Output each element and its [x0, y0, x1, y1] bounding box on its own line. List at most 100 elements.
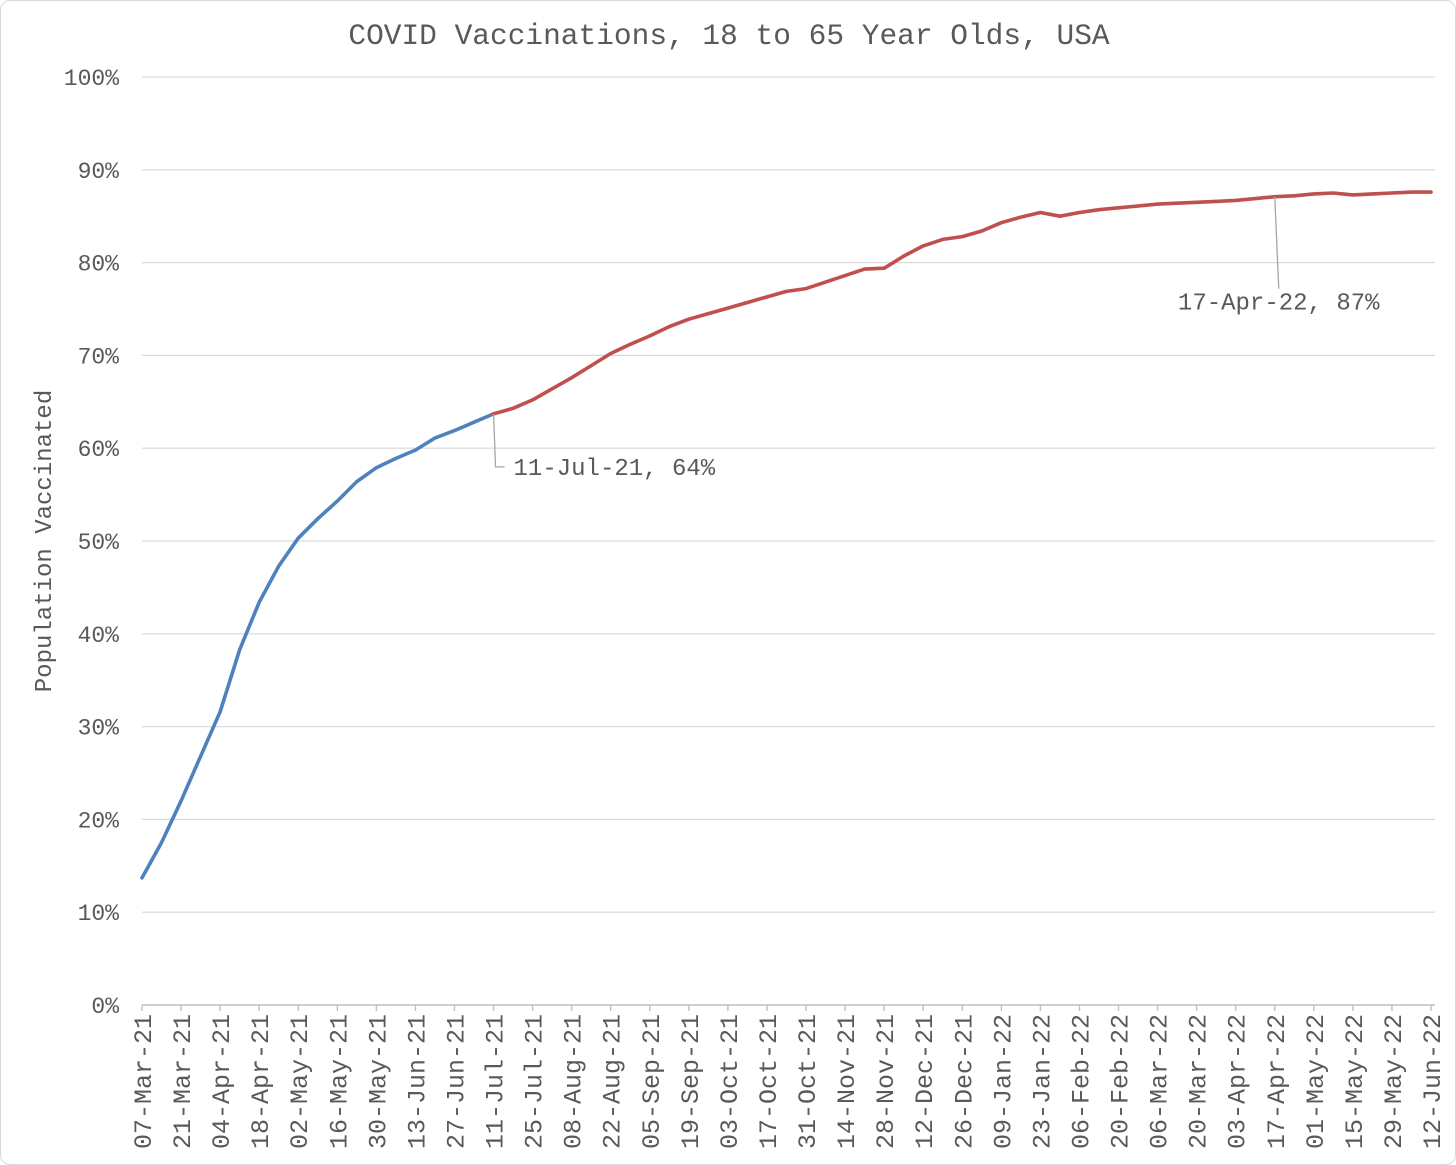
- x-tick-label: 26-Dec-21: [950, 1014, 979, 1149]
- data-point: [843, 274, 847, 278]
- data-point: [1058, 214, 1062, 218]
- series-line: [140, 412, 496, 880]
- annotation-label: 11-Jul-21, 64%: [514, 456, 716, 483]
- x-tick-label: 20-Feb-22: [1107, 1014, 1136, 1149]
- data-point: [687, 317, 691, 321]
- data-point: [1175, 201, 1179, 205]
- x-tick-label: 20-Mar-22: [1185, 1014, 1214, 1149]
- x-tick-label: 31-Oct-21: [794, 1014, 823, 1149]
- data-annotations: 11-Jul-21, 64% 17-Apr-22, 87%: [492, 196, 1380, 483]
- data-point: [531, 398, 535, 402]
- data-point: [921, 244, 925, 248]
- x-tick-label: 23-Jan-22: [1028, 1014, 1057, 1149]
- y-tick-label: 0%: [91, 994, 119, 1020]
- data-point: [159, 841, 164, 845]
- data-point: [1312, 192, 1316, 196]
- data-point: [863, 267, 867, 271]
- data-point: [1390, 191, 1394, 195]
- data-point: [374, 466, 378, 470]
- data-point: [511, 406, 515, 410]
- data-point: [1292, 194, 1296, 198]
- data-point: [609, 351, 613, 356]
- data-point: [882, 266, 886, 270]
- data-point: [1351, 193, 1355, 197]
- annotation: 17-Apr-22, 87%: [1178, 196, 1380, 318]
- annotation: 11-Jul-21, 64%: [492, 413, 716, 483]
- data-point: [1331, 191, 1335, 195]
- series-group: [140, 190, 1433, 880]
- x-tick-label: 17-Apr-22: [1263, 1014, 1292, 1149]
- x-tick-label: 29-May-22: [1380, 1014, 1409, 1149]
- data-point: [902, 254, 906, 258]
- series-2: [491, 190, 1433, 416]
- y-tick-label: 70%: [78, 344, 120, 370]
- y-tick-label: 50%: [78, 530, 120, 556]
- x-tick-label: 13-Jun-21: [403, 1014, 432, 1149]
- data-point: [804, 287, 808, 291]
- data-point: [784, 289, 789, 293]
- x-tick-label: 06-Mar-22: [1146, 1014, 1175, 1149]
- data-point: [179, 799, 183, 803]
- x-tick-label: 19-Sep-21: [677, 1014, 706, 1149]
- x-tick-label: 05-Sep-21: [638, 1014, 667, 1149]
- data-point: [745, 300, 750, 305]
- annotation-leader-line: [492, 413, 505, 468]
- x-tick-label: 09-Jan-22: [989, 1014, 1018, 1149]
- data-point: [941, 237, 945, 241]
- x-tick-label: 04-Apr-21: [208, 1014, 237, 1149]
- data-point: [238, 648, 242, 652]
- x-tick-label: 06-Feb-22: [1067, 1014, 1096, 1149]
- data-point: [1429, 190, 1433, 194]
- data-point: [1370, 192, 1374, 196]
- data-point: [1234, 198, 1238, 202]
- y-tick-label: 20%: [78, 808, 120, 834]
- data-point: [335, 499, 339, 503]
- data-point: [452, 429, 457, 433]
- data-point: [1273, 195, 1277, 199]
- series-1: [140, 412, 496, 880]
- x-tick-label: 07-Mar-21: [130, 1014, 159, 1149]
- data-point: [277, 564, 281, 568]
- x-tick-label: 25-Jul-21: [521, 1014, 550, 1149]
- x-tick-label: 21-Mar-21: [169, 1014, 198, 1149]
- data-point: [1038, 210, 1042, 215]
- x-tick-label: 27-Jun-21: [442, 1014, 471, 1149]
- y-tick-label: 40%: [78, 623, 120, 649]
- x-tick-label: 11-Jul-21: [482, 1014, 511, 1149]
- data-point: [1019, 215, 1023, 219]
- y-axis-label: Population Vaccinated: [32, 390, 59, 692]
- annotation-label: 17-Apr-22, 87%: [1178, 291, 1380, 318]
- data-point: [355, 480, 359, 484]
- data-point: [824, 280, 828, 284]
- data-point: [570, 376, 574, 380]
- data-point: [550, 387, 554, 391]
- y-tick-label: 10%: [78, 901, 120, 927]
- data-point: [1214, 199, 1218, 203]
- data-point: [199, 754, 203, 758]
- data-point: [980, 229, 984, 233]
- x-tick-label: 03-Apr-22: [1224, 1014, 1253, 1149]
- x-tick-label: 14-Nov-21: [833, 1014, 862, 1149]
- y-tick-label: 80%: [78, 252, 120, 278]
- gridlines: [142, 76, 1435, 913]
- data-point: [1116, 206, 1121, 210]
- x-tick-label: 30-May-21: [364, 1014, 393, 1149]
- data-point: [140, 876, 144, 880]
- data-point: [1077, 210, 1082, 215]
- data-point: [960, 235, 964, 239]
- x-tick-label: 18-Apr-21: [247, 1014, 276, 1149]
- data-point: [413, 448, 417, 452]
- y-tick-label: 30%: [78, 716, 120, 742]
- data-point: [628, 342, 632, 346]
- data-point: [667, 325, 671, 329]
- x-tick-label: 01-May-22: [1302, 1014, 1331, 1149]
- x-tick-label: 15-May-22: [1341, 1014, 1370, 1149]
- data-point: [765, 295, 769, 299]
- x-tick-label: 03-Oct-21: [716, 1014, 745, 1149]
- y-tick-label: 60%: [78, 437, 120, 463]
- x-tick-label: 22-Aug-21: [599, 1014, 628, 1149]
- x-tick-labels: 07-Mar-21 21-Mar-21 04-Apr-21 18-Apr-21 02-M…: [130, 1014, 1448, 1149]
- x-tick-label: 12-Jun-22: [1419, 1014, 1448, 1149]
- data-point: [394, 456, 398, 460]
